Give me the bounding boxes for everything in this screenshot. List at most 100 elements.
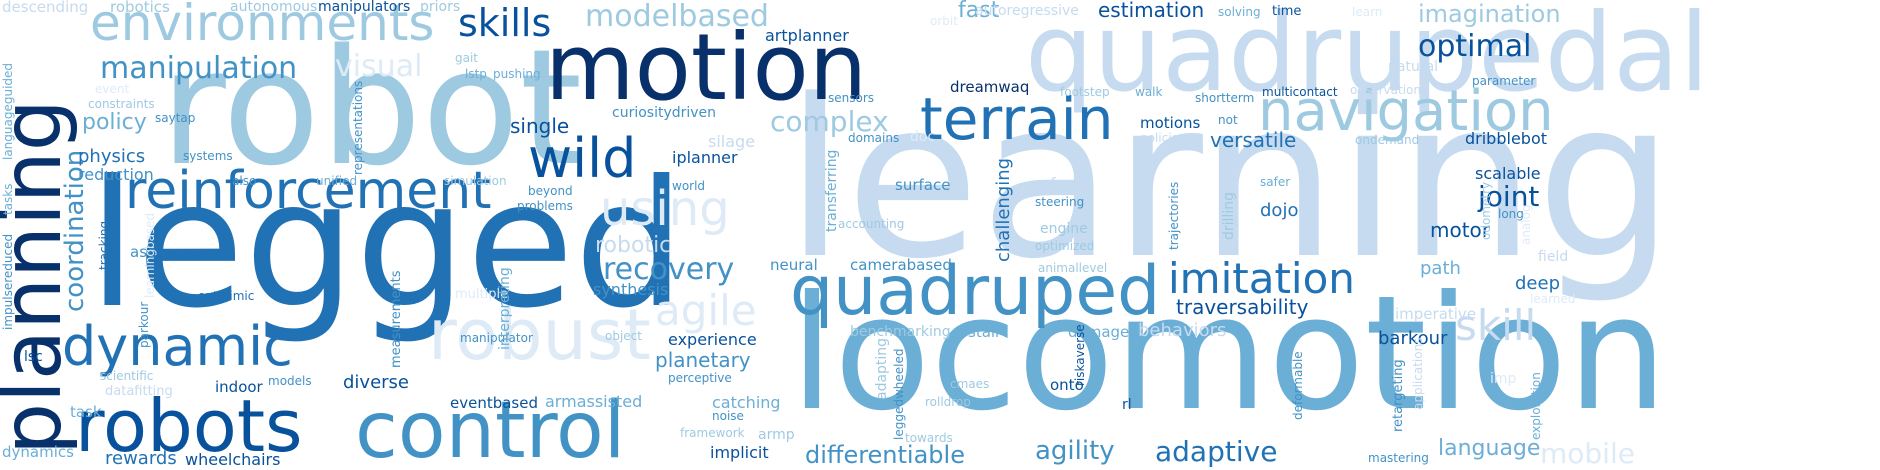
word-modelbased: modelbased — [585, 0, 769, 34]
word-event: event — [95, 82, 130, 96]
word-imagination: imagination — [1418, 0, 1561, 28]
word-damage: damage — [1068, 323, 1130, 341]
word-language: language — [1438, 436, 1541, 461]
word-traversability: traversability — [1176, 295, 1309, 319]
word-object: object — [605, 329, 642, 343]
word-deformable: deformable — [1291, 351, 1305, 420]
word-scientific: scientific — [100, 369, 154, 383]
word-imitation: imitation — [1168, 254, 1355, 303]
word-reinforcement: reinforcement — [125, 161, 492, 221]
word-robotics: robotics — [110, 0, 170, 16]
word-complex: complex — [770, 105, 889, 138]
word-scalable: scalable — [1475, 164, 1541, 183]
word-physics: physics — [78, 146, 146, 167]
word-control: control — [355, 386, 626, 470]
word-parameter: parameter — [1472, 74, 1536, 88]
word-multiple: multiple — [455, 287, 509, 302]
word-path: path — [1420, 258, 1461, 279]
word-policy: policy — [82, 110, 147, 135]
word-learning: learning — [785, 54, 1675, 307]
word-odometry: odometry — [1479, 181, 1493, 240]
word-mobile: mobile — [1540, 437, 1635, 470]
word-noise: noise — [712, 409, 744, 423]
word-retargeting: retargeting — [1391, 359, 1406, 432]
word-interpreting: interpreting — [497, 267, 513, 350]
word-planetary: planetary — [655, 348, 751, 372]
word-barkour: barkour — [1378, 328, 1448, 349]
word-beyond: beyond — [528, 184, 573, 198]
word-imperative: imperative — [1395, 305, 1477, 323]
word-dojo: dojo — [1260, 200, 1299, 221]
word-time: time — [1272, 4, 1302, 19]
word-accounting: accounting — [838, 217, 905, 231]
word-autonomous: autonomous — [230, 0, 318, 15]
word-differentiable: differentiable — [805, 441, 965, 469]
word-motor: motor — [1430, 218, 1491, 242]
word-orbit: orbit — [930, 14, 958, 28]
word-robust: robust — [428, 294, 651, 376]
word-lsc: lsc — [24, 349, 43, 365]
word-domains: domains — [848, 131, 900, 145]
word-joint: joint — [1478, 180, 1540, 213]
word-iplanner: iplanner — [672, 148, 738, 167]
word-skill: skill — [1455, 301, 1537, 350]
word-rl: rl — [1122, 397, 1132, 413]
word-steering: steering — [1035, 195, 1085, 209]
word-problems: problems — [517, 199, 573, 213]
word-natural: natural — [1388, 59, 1439, 75]
word-representations: representations — [351, 80, 365, 175]
word-behaviors: behaviors — [1138, 320, 1227, 341]
word-armassisted: armassisted — [545, 392, 643, 411]
word-eventbased: eventbased — [450, 394, 539, 412]
word-indoor: indoor — [215, 378, 263, 396]
word-robot: robot — [160, 14, 583, 201]
word-parkour: parkour — [137, 301, 151, 348]
word-transferring: transferring — [824, 149, 840, 232]
word-camerabased: camerabased — [850, 256, 952, 274]
word-learningbased: learningbased — [143, 212, 157, 298]
word-manipulation: manipulation — [100, 51, 298, 86]
word-measurements: measurements — [389, 270, 404, 368]
word-shortterm: shortterm — [1195, 91, 1255, 105]
word-challenging: challenging — [993, 157, 1014, 262]
word-locomotion: locomotion — [790, 262, 1668, 446]
word-wheelchairs: wheelchairs — [185, 450, 281, 469]
word-face: face — [1050, 174, 1085, 193]
word-dynamic: dynamic — [62, 315, 293, 378]
word-mastering: mastering — [1368, 451, 1429, 465]
word-towards: towards — [905, 431, 953, 445]
word-learned: learned — [1530, 292, 1576, 306]
word-environments: environments — [90, 0, 435, 52]
word-experience: experience — [668, 330, 757, 349]
word-leggedwheeled: leggedwheeled — [892, 348, 906, 440]
word-curiositydriven: curiositydriven — [612, 105, 717, 121]
word-dribblebot: dribblebot — [1465, 129, 1547, 148]
word-quadruped: quadruped — [790, 252, 1161, 331]
word-legged: legged — [88, 144, 686, 347]
word-learn: learn — [1352, 5, 1383, 19]
word-safer: safer — [1260, 175, 1291, 189]
word-wild: wild — [528, 127, 637, 190]
word-adaptive: adaptive — [1155, 435, 1278, 468]
word-fast: fast — [958, 0, 1000, 23]
word-lstp: lstp — [465, 67, 487, 81]
word-asc: asc — [130, 243, 156, 261]
word-quadrupedal: quadrupedal — [1025, 0, 1710, 116]
word-neural: neural — [770, 256, 818, 274]
word-benchmarking: benchmarking — [850, 324, 951, 340]
word-footstep: footstep — [1060, 85, 1110, 99]
word-optmimic: optmimic — [198, 289, 255, 303]
word-also: also — [232, 174, 257, 188]
word-unified: unified — [316, 174, 358, 188]
word-perceptive: perceptive — [668, 371, 732, 385]
word-dreamwaq: dreamwaq — [950, 78, 1030, 96]
word-skills: skills — [458, 1, 552, 45]
word-optimized: optimized — [1035, 239, 1095, 253]
word-sensors: sensors — [828, 91, 875, 105]
word-languageguided: languageguided — [1, 62, 15, 160]
word-surface: surface — [895, 176, 951, 194]
word-agile: agile — [655, 286, 757, 335]
word-motion: motion — [545, 14, 868, 121]
word-diverse: diverse — [343, 372, 410, 393]
